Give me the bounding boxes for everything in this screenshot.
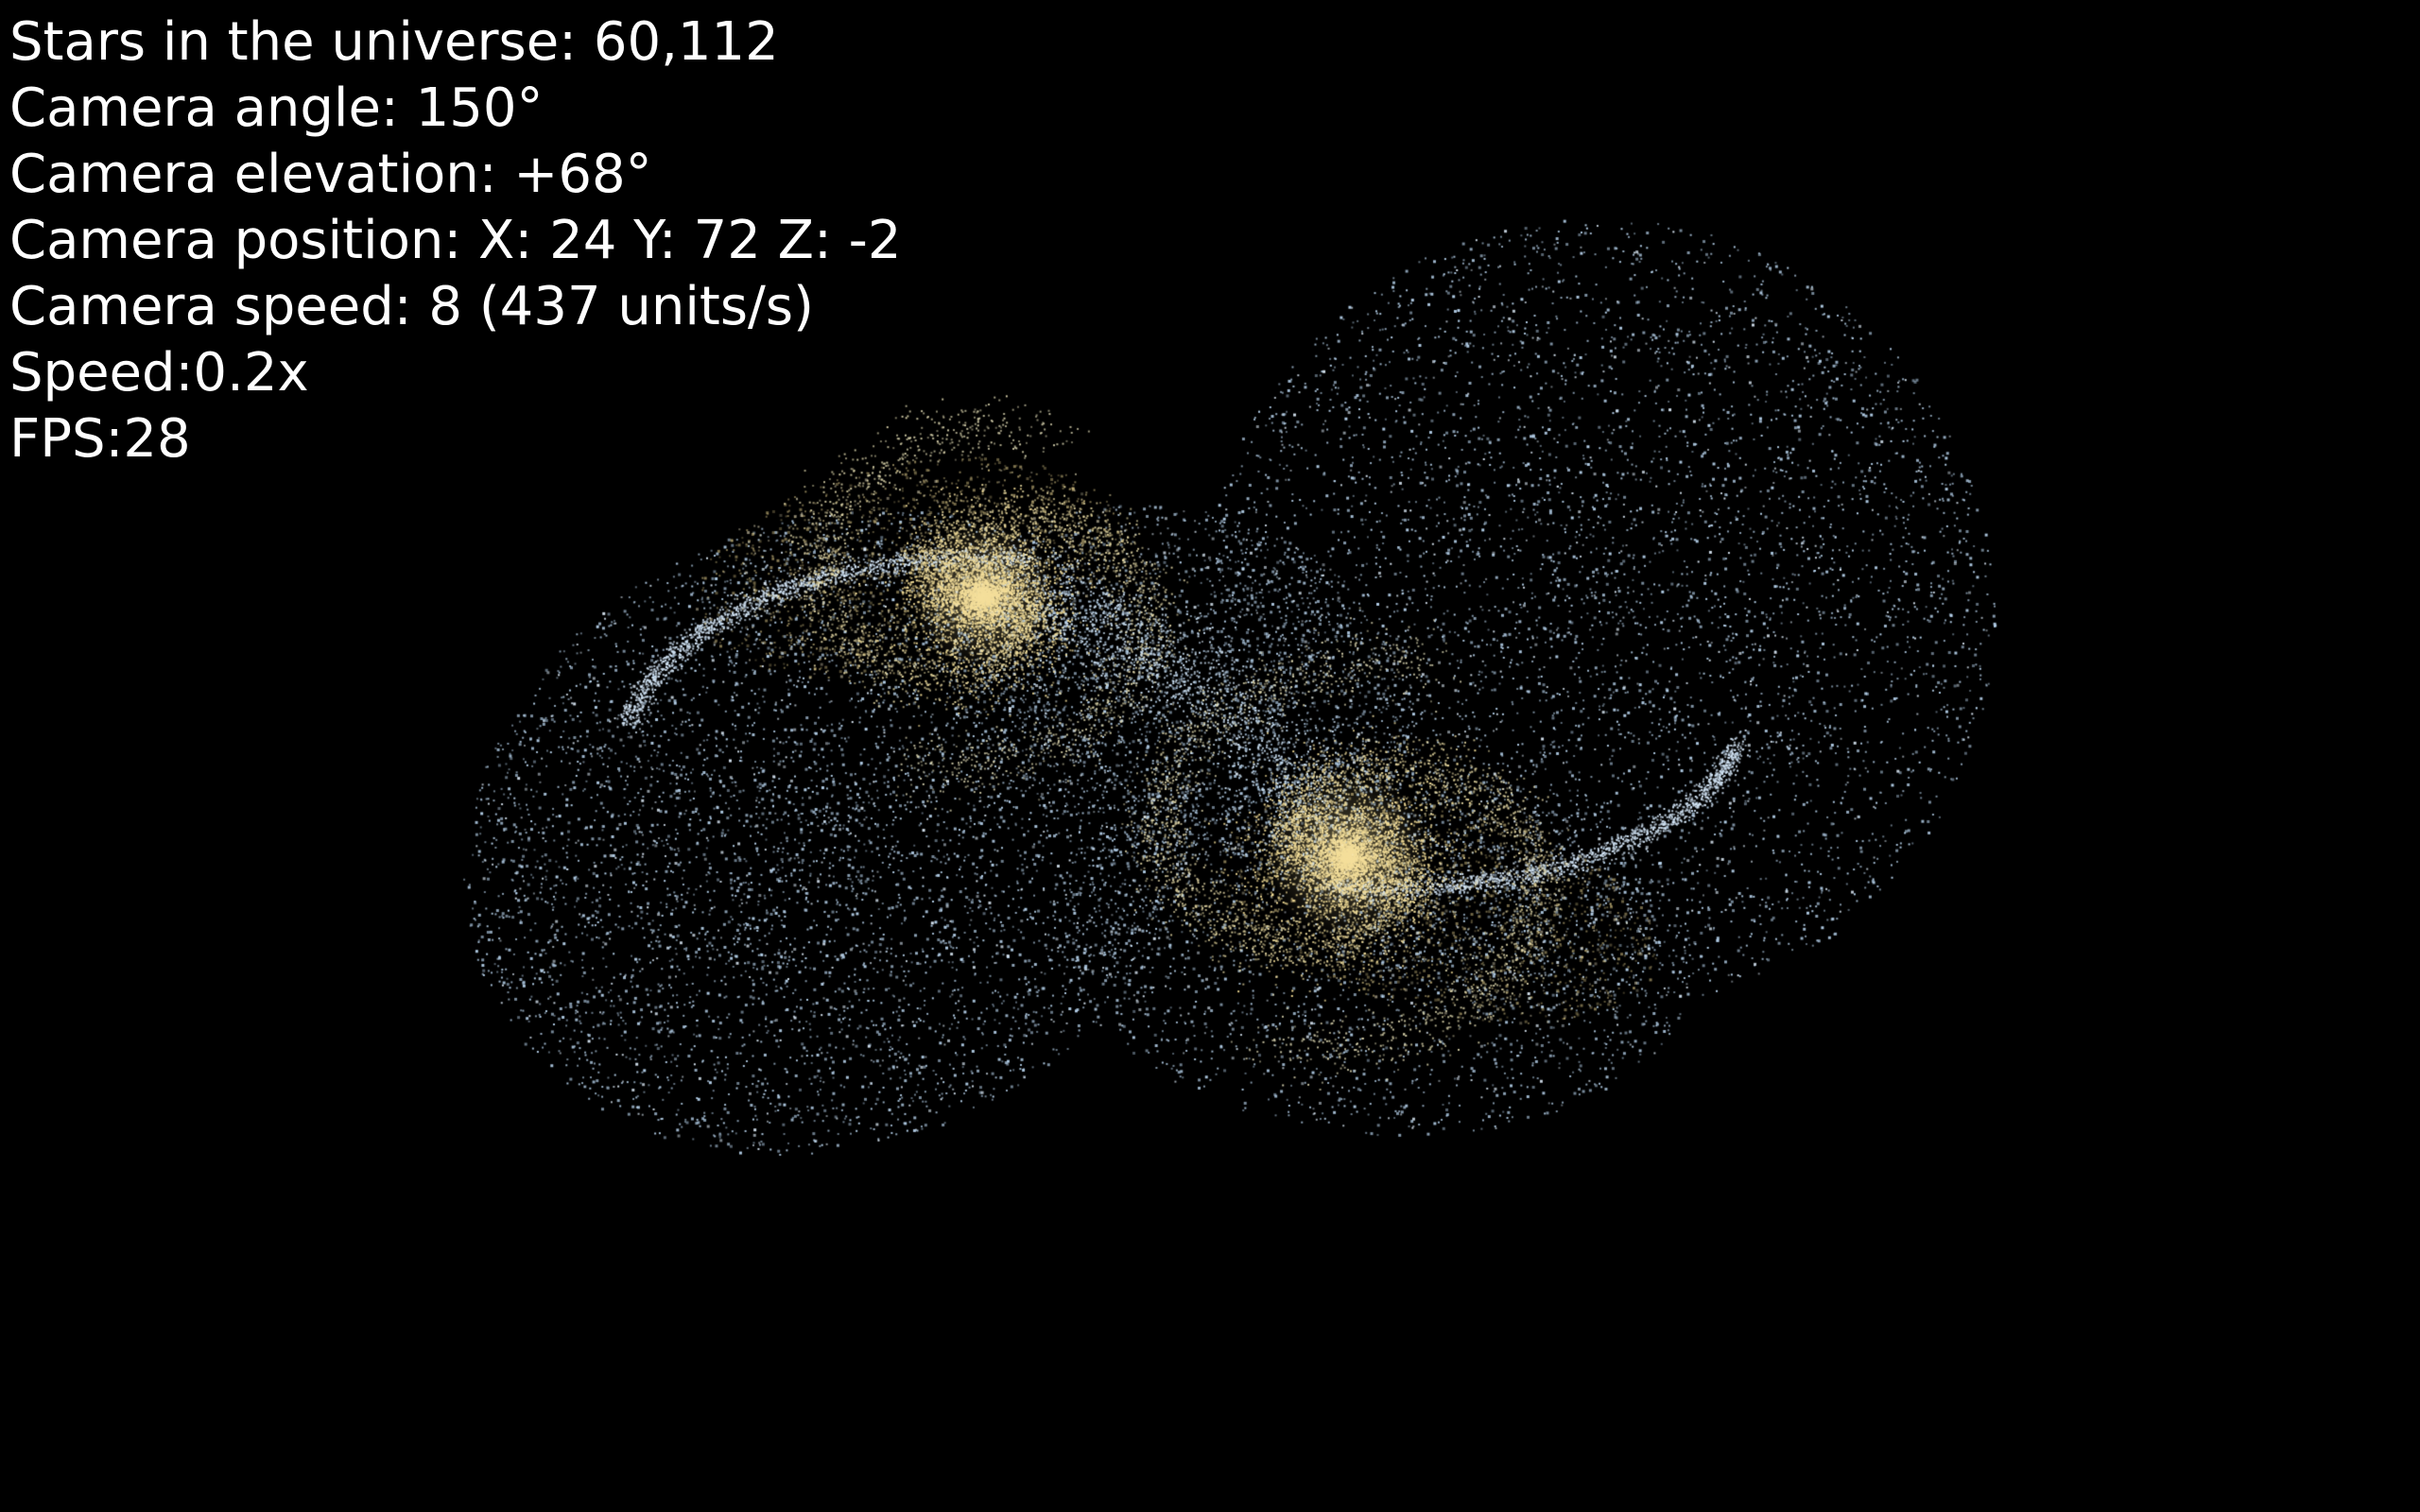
galaxy-collision-starfield[interactable] <box>0 0 2420 1512</box>
simulation-viewport[interactable]: Stars in the universe: 60,112 Camera ang… <box>0 0 2420 1512</box>
